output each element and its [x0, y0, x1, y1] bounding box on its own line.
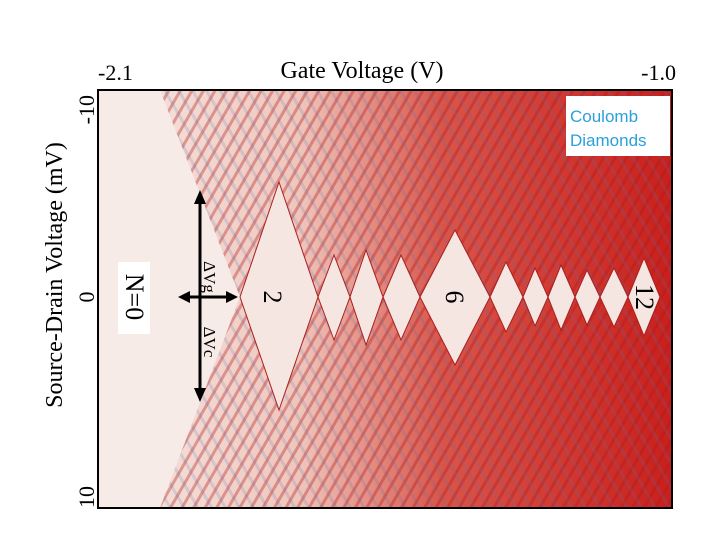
legend-text: Diamonds — [570, 131, 647, 150]
y-tick-label: 0 — [74, 292, 99, 303]
annotation: ΔVc — [200, 327, 219, 358]
label-box — [118, 262, 150, 334]
x-tick-label: -1.0 — [641, 60, 676, 85]
legend-box — [566, 96, 670, 156]
annotation: ΔVg — [200, 261, 219, 293]
x-axis-title: Gate Voltage (V) — [280, 58, 443, 84]
annotation: 12 — [630, 284, 659, 310]
y-tick-label: 10 — [74, 486, 99, 508]
plot-frame — [97, 89, 673, 509]
annotation: 2 — [258, 291, 287, 304]
y-tick-label: -10 — [74, 95, 99, 124]
legend-text: Coulomb — [570, 107, 638, 126]
heatmap — [98, 90, 672, 508]
annotation: N=0 — [120, 274, 149, 320]
x-tick-label: -2.1 — [98, 60, 133, 85]
annotation: 6 — [440, 291, 469, 304]
y-axis-title: Source-Drain Voltage (mV) — [42, 142, 68, 408]
arrows — [178, 190, 238, 402]
